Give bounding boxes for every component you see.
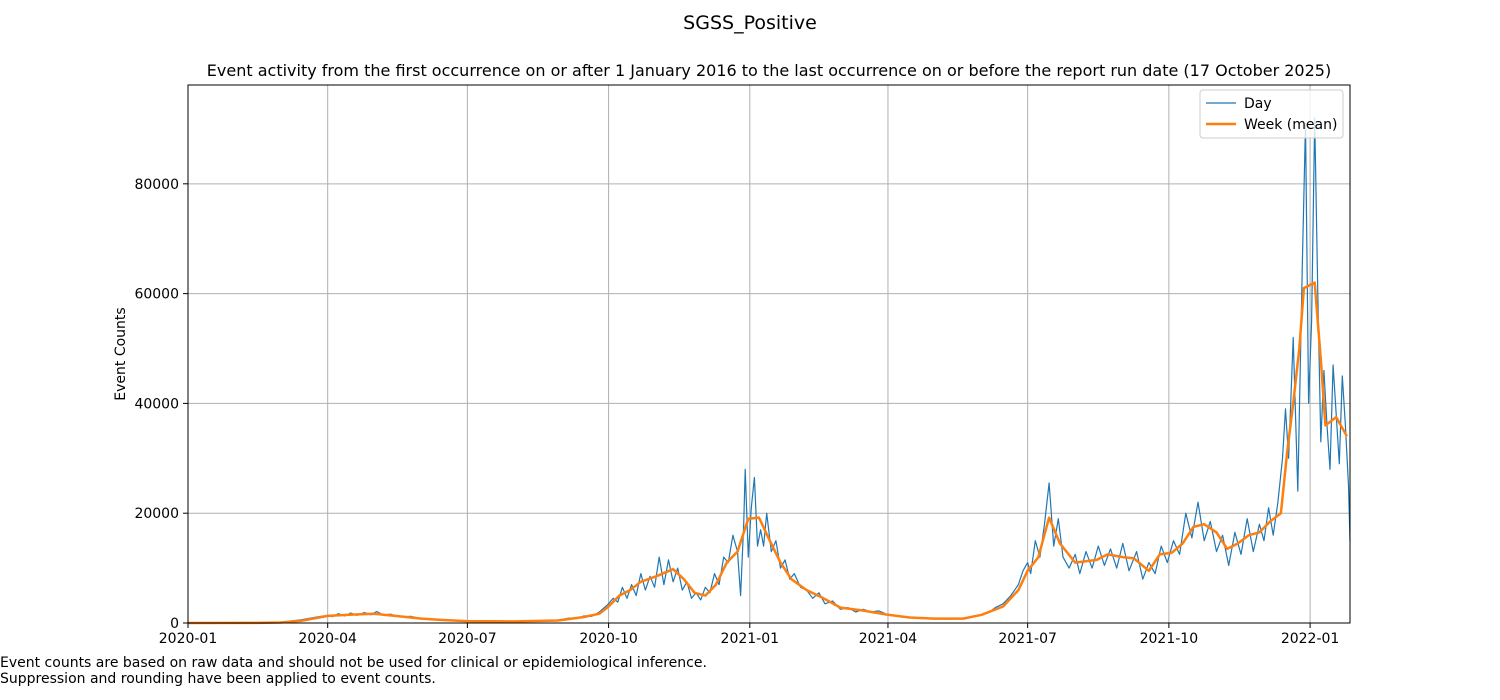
chart: SGSS_Positive Event activity from the fi… bbox=[113, 12, 1351, 647]
chart-title: Event activity from the first occurrence… bbox=[207, 61, 1331, 80]
x-tick-label: 2021-01 bbox=[721, 631, 780, 647]
legend-frame bbox=[1199, 89, 1344, 139]
footnote-suppression: Suppression and rounding have been appli… bbox=[0, 671, 436, 687]
y-axis-ticks: 0 20000 40000 60000 80000 bbox=[134, 177, 188, 632]
legend-label-week: Week (mean) bbox=[1244, 117, 1337, 133]
legend-label-day: Day bbox=[1244, 96, 1272, 112]
x-tick-label: 2022-01 bbox=[1281, 631, 1340, 647]
y-tick-label: 20000 bbox=[134, 506, 179, 522]
y-tick-label: 40000 bbox=[134, 396, 179, 412]
footnote-disclaimer: Event counts are based on raw data and s… bbox=[0, 655, 707, 671]
x-tick-label: 2020-04 bbox=[298, 631, 357, 647]
y-tick-label: 0 bbox=[170, 616, 179, 632]
series-week bbox=[187, 281, 1348, 625]
legend: Day Week (mean) bbox=[1199, 89, 1344, 139]
series-day bbox=[187, 117, 1351, 624]
x-tick-label: 2021-04 bbox=[859, 631, 918, 647]
y-tick-label: 80000 bbox=[134, 177, 179, 193]
x-tick-label: 2020-07 bbox=[438, 631, 497, 647]
x-tick-label: 2021-07 bbox=[998, 631, 1057, 647]
x-tick-label: 2021-10 bbox=[1140, 631, 1199, 647]
y-axis-label: Event Counts bbox=[113, 307, 129, 400]
x-tick-label: 2020-01 bbox=[159, 631, 218, 647]
figure-title: SGSS_Positive bbox=[683, 12, 817, 34]
day-line bbox=[187, 117, 1351, 624]
plot-frame bbox=[187, 84, 1351, 624]
week-mean-line bbox=[187, 281, 1348, 625]
y-tick-label: 60000 bbox=[134, 287, 179, 303]
x-tick-label: 2020-10 bbox=[579, 631, 638, 647]
grid bbox=[187, 85, 1350, 624]
x-axis-ticks: 2020-01 2020-04 2020-07 2020-10 2021-01 2021-… bbox=[159, 623, 1340, 647]
plot-area-border bbox=[187, 84, 1351, 624]
